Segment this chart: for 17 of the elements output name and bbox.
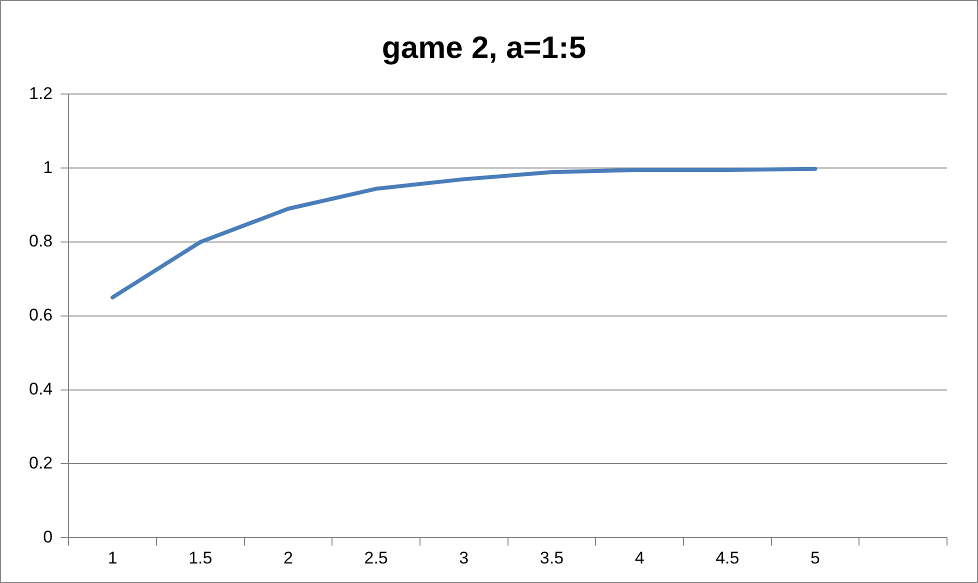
x-tick-label: 1 (108, 548, 118, 568)
x-tick-label: 5 (810, 548, 820, 568)
y-tick-label: 0.6 (28, 306, 53, 325)
y-tick-label: 0.4 (28, 379, 53, 398)
y-tick-label: 0 (43, 527, 53, 546)
x-tick-label: 3 (459, 548, 469, 568)
x-tick-label: 3.5 (540, 548, 564, 568)
x-tick-label: 1.5 (188, 548, 212, 568)
y-tick-label: 1 (43, 158, 53, 177)
y-tick-label: 1.2 (28, 84, 53, 103)
x-tick-label: 2.5 (364, 548, 388, 568)
x-tick-label: 4.5 (716, 548, 740, 568)
x-tick-label: 2 (283, 548, 293, 568)
x-tick-label: 4 (634, 548, 644, 568)
y-tick-label: 0.2 (28, 453, 53, 472)
y-tick-label: 0.8 (28, 232, 53, 251)
chart-title: game 2, a=1:5 (382, 30, 586, 66)
